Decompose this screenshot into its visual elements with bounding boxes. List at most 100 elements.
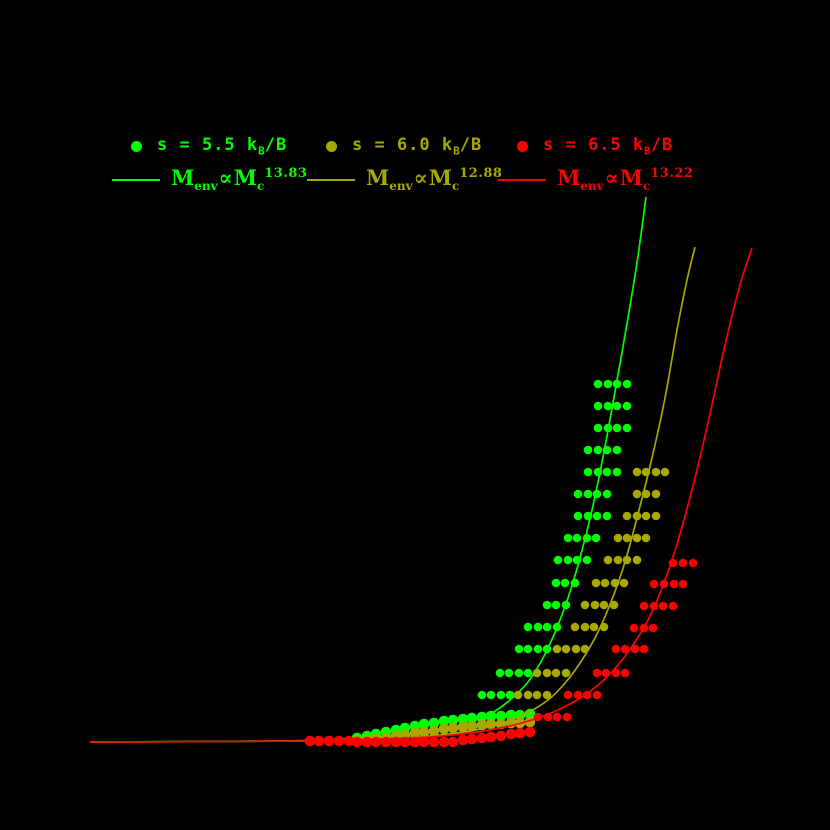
data-point xyxy=(542,622,552,632)
data-point xyxy=(457,713,469,725)
data-point xyxy=(505,728,517,740)
data-point xyxy=(603,401,613,411)
data-point xyxy=(495,710,507,722)
data-point xyxy=(612,401,622,411)
data-point xyxy=(523,622,533,632)
data-point xyxy=(620,668,630,678)
data-point xyxy=(593,401,603,411)
data-point xyxy=(592,511,602,521)
series-s6.5 xyxy=(89,247,753,748)
data-point xyxy=(639,601,649,611)
data-point xyxy=(649,579,659,589)
data-point xyxy=(560,578,570,588)
data-point xyxy=(639,644,649,654)
legend-entry-points-s6.0: s = 6.0 kB/B xyxy=(307,134,517,158)
data-point xyxy=(409,727,421,739)
data-point xyxy=(629,623,639,633)
data-point xyxy=(612,445,622,455)
data-point xyxy=(592,690,602,700)
data-point xyxy=(620,644,630,654)
legend-series-label-text: s = 6.5 k xyxy=(543,134,645,155)
data-point xyxy=(571,644,581,654)
data-point xyxy=(563,690,573,700)
data-point xyxy=(669,579,679,589)
data-point xyxy=(561,644,571,654)
data-point xyxy=(622,423,632,433)
data-point xyxy=(409,736,421,748)
legend-entry-fit-s6.5: Menv∝Mc13.22 xyxy=(498,167,708,193)
data-point xyxy=(573,489,583,499)
fit-curve-s6.5 xyxy=(89,247,753,743)
data-point xyxy=(651,511,661,521)
data-point xyxy=(651,489,661,499)
data-point xyxy=(580,622,590,632)
data-point xyxy=(612,467,622,477)
proportional-icon: ∝ xyxy=(604,165,619,191)
data-point xyxy=(580,600,590,610)
data-point xyxy=(602,489,612,499)
data-point xyxy=(351,736,363,748)
data-point xyxy=(590,600,600,610)
data-point xyxy=(485,710,497,722)
legend-series-label-text: s = 5.5 k xyxy=(157,134,259,155)
data-point xyxy=(447,714,459,726)
legend-dot-icon xyxy=(517,140,528,152)
formula-M: M xyxy=(557,165,581,191)
data-point xyxy=(542,690,552,700)
data-point xyxy=(600,578,610,588)
data-point xyxy=(551,578,561,588)
data-point xyxy=(504,668,514,678)
data-point xyxy=(428,725,440,737)
data-point xyxy=(485,731,497,743)
data-point xyxy=(552,644,562,654)
data-point xyxy=(532,690,542,700)
legend-series-label: s = 5.5 kB/B xyxy=(157,135,287,157)
data-point xyxy=(602,511,612,521)
formula-M-sub: env xyxy=(389,179,413,194)
data-point xyxy=(668,601,678,611)
data-point xyxy=(593,445,603,455)
data-point xyxy=(551,668,561,678)
legend-item-s5.5: s = 5.5 kB/B Menv∝Mc13.83 xyxy=(112,134,322,193)
data-point xyxy=(447,722,459,734)
data-point xyxy=(563,555,573,565)
data-point xyxy=(542,668,552,678)
data-point xyxy=(592,668,602,678)
legend-series-label-text: s = 6.0 k xyxy=(352,134,454,155)
data-point xyxy=(613,533,623,543)
formula-Mc-sub: c xyxy=(256,179,265,194)
data-point xyxy=(591,578,601,588)
data-point xyxy=(418,718,430,730)
data-point xyxy=(524,708,536,720)
data-point xyxy=(505,709,517,721)
formula-exponent: 13.83 xyxy=(264,166,308,182)
legend-dot-icon xyxy=(326,140,337,152)
legend-item-s6.0: s = 6.0 kB/B Menv∝Mc12.88 xyxy=(307,134,517,193)
data-point xyxy=(477,690,487,700)
data-point xyxy=(632,489,642,499)
legend-line-icon xyxy=(307,179,355,181)
data-point xyxy=(632,555,642,565)
formula-Mc-sub: c xyxy=(642,179,651,194)
data-point xyxy=(514,644,524,654)
data-point xyxy=(619,578,629,588)
data-point xyxy=(495,668,505,678)
data-point xyxy=(513,690,523,700)
proportional-icon: ∝ xyxy=(218,165,233,191)
data-point xyxy=(611,644,621,654)
data-point xyxy=(613,555,623,565)
formula-Mc-sub: c xyxy=(451,179,460,194)
data-point xyxy=(602,467,612,477)
data-point xyxy=(523,668,533,678)
data-point xyxy=(622,533,632,543)
data-point xyxy=(593,379,603,389)
data-point xyxy=(651,467,661,477)
data-point xyxy=(561,668,571,678)
legend-series-label-sub: B xyxy=(258,144,265,158)
data-point xyxy=(476,732,488,744)
legend-fit-formula: Menv∝Mc12.88 xyxy=(366,167,502,192)
data-point xyxy=(496,690,506,700)
data-point xyxy=(603,555,613,565)
data-point xyxy=(570,622,580,632)
